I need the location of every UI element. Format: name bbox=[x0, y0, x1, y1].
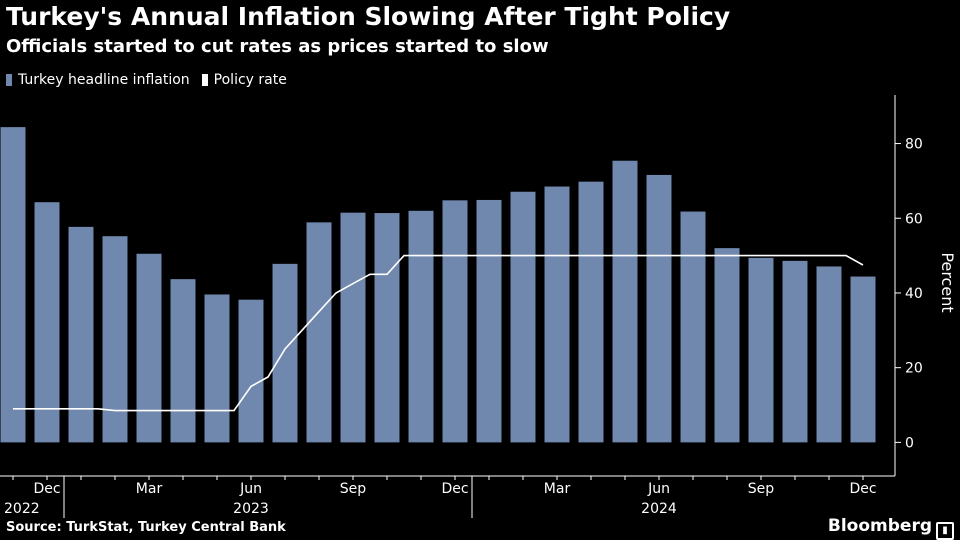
x-tick-label: Sep bbox=[340, 481, 367, 497]
inflation-bar bbox=[680, 211, 706, 443]
legend-item-policy-rate: Policy rate bbox=[201, 72, 287, 88]
legend-label-policy-rate: Policy rate bbox=[213, 72, 287, 88]
inflation-bar bbox=[476, 199, 502, 443]
x-tick-label: Sep bbox=[748, 481, 775, 497]
brand-mark-icon: ▮ bbox=[936, 522, 954, 540]
y-tick-label: 20 bbox=[905, 361, 923, 377]
legend-swatch-policy-rate bbox=[201, 74, 208, 86]
legend-label-inflation: Turkey headline inflation bbox=[18, 72, 190, 88]
inflation-bar bbox=[204, 294, 230, 443]
inflation-bar bbox=[850, 276, 876, 443]
x-tick-label: Dec bbox=[33, 481, 60, 497]
policy-rate-line bbox=[13, 254, 864, 412]
chart-title: Turkey's Annual Inflation Slowing After … bbox=[6, 2, 731, 31]
inflation-bar bbox=[714, 248, 740, 443]
chart-subtitle: Officials started to cut rates as prices… bbox=[6, 36, 549, 57]
inflation-bar bbox=[578, 181, 604, 443]
inflation-bar bbox=[68, 226, 94, 443]
x-tick-label: Jun bbox=[239, 481, 262, 497]
x-year-label: 2023 bbox=[233, 501, 269, 517]
x-tick-label: Mar bbox=[136, 481, 163, 497]
inflation-bar bbox=[34, 202, 60, 443]
inflation-bar bbox=[816, 266, 842, 443]
inflation-bar bbox=[374, 213, 400, 443]
brand-logo: Bloomberg ▮ bbox=[828, 516, 954, 540]
inflation-bar bbox=[408, 210, 434, 443]
inflation-bar bbox=[442, 200, 468, 443]
inflation-bar bbox=[170, 279, 196, 443]
inflation-bar bbox=[510, 191, 536, 443]
x-year-label: 2024 bbox=[641, 501, 677, 517]
inflation-bar bbox=[272, 263, 298, 443]
legend-item-inflation: Turkey headline inflation bbox=[6, 72, 190, 88]
x-year-label: 2022 bbox=[4, 501, 40, 517]
inflation-bar bbox=[612, 160, 638, 443]
legend: Turkey headline inflation Policy rate bbox=[6, 72, 299, 88]
inflation-bar bbox=[782, 260, 808, 443]
x-tick-label: Jun bbox=[647, 481, 670, 497]
x-tick-label: Dec bbox=[849, 481, 876, 497]
y-axis-title: Percent bbox=[938, 252, 957, 312]
inflation-bar bbox=[748, 257, 774, 443]
y-tick-label: 40 bbox=[905, 286, 923, 302]
y-tick-label: 0 bbox=[905, 435, 914, 451]
inflation-bar bbox=[340, 212, 366, 443]
inflation-bar bbox=[136, 253, 162, 443]
legend-swatch-inflation bbox=[6, 74, 12, 86]
y-tick-label: 80 bbox=[905, 137, 923, 153]
x-tick-label: Dec bbox=[441, 481, 468, 497]
y-tick-label: 60 bbox=[905, 211, 923, 227]
inflation-bar bbox=[544, 186, 570, 443]
inflation-bar bbox=[306, 222, 332, 443]
inflation-bar bbox=[646, 174, 672, 443]
source-note: Source: TurkStat, Turkey Central Bank bbox=[6, 520, 286, 535]
x-tick-label: Mar bbox=[544, 481, 571, 497]
inflation-bar bbox=[102, 236, 128, 443]
inflation-bar bbox=[0, 127, 26, 443]
inflation-bar bbox=[238, 299, 264, 443]
brand-name: Bloomberg bbox=[827, 516, 932, 536]
